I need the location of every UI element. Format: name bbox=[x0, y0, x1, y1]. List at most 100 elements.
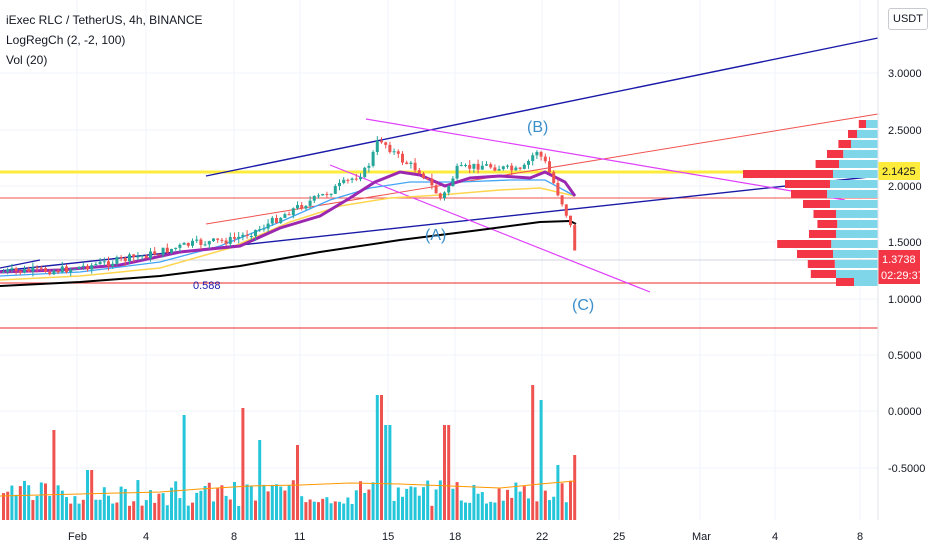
volume-bar bbox=[86, 470, 89, 520]
yellow-ma bbox=[0, 187, 576, 281]
candle bbox=[216, 238, 220, 240]
candle bbox=[296, 205, 299, 209]
volume-bar bbox=[73, 496, 77, 520]
volume-bar bbox=[149, 490, 152, 520]
symbol-title[interactable]: iExec RLC / TetherUS, 4h, BINANCE bbox=[6, 13, 203, 27]
candle bbox=[144, 255, 148, 259]
candle bbox=[65, 266, 68, 273]
currency-button[interactable]: USDT bbox=[888, 8, 928, 30]
candle bbox=[501, 166, 505, 170]
volume-bar bbox=[510, 497, 514, 520]
last-price-tag bbox=[878, 250, 920, 284]
candle bbox=[447, 186, 451, 193]
volume-bar bbox=[60, 490, 64, 520]
price-tick: 2.5000 bbox=[888, 125, 922, 137]
time-axis[interactable]: Feb 4 8 11 15 18 22 25 Mar 4 8 bbox=[68, 531, 863, 543]
volume-bar bbox=[65, 497, 68, 520]
candle bbox=[304, 205, 308, 209]
volume-bar bbox=[279, 486, 283, 520]
volume-bars[interactable] bbox=[2, 385, 577, 520]
candle bbox=[434, 185, 438, 194]
candle bbox=[417, 170, 421, 174]
volume-bar bbox=[262, 484, 266, 520]
volume-bar bbox=[14, 494, 18, 520]
time-tick: 4 bbox=[772, 531, 778, 543]
candle bbox=[380, 140, 383, 143]
volume-bar bbox=[48, 496, 52, 520]
candle bbox=[480, 165, 484, 170]
candle bbox=[375, 140, 379, 152]
candle bbox=[174, 247, 178, 249]
yellow-level-tag bbox=[878, 162, 920, 180]
profile-bar-down bbox=[777, 240, 832, 248]
candlesticks[interactable] bbox=[2, 136, 577, 277]
magenta-trend-upper[interactable] bbox=[365, 118, 846, 201]
candle bbox=[18, 270, 22, 273]
price-tick: 2.0000 bbox=[888, 181, 922, 193]
candle bbox=[153, 251, 157, 255]
volume-bar bbox=[569, 480, 572, 520]
time-tick: 18 bbox=[449, 531, 461, 543]
wave-label-a: (A) bbox=[425, 227, 446, 244]
indicator-label[interactable]: LogRegCh (2, -2, 100) bbox=[6, 33, 126, 47]
volume-bar bbox=[338, 501, 341, 520]
candle bbox=[413, 162, 417, 171]
volume-bar bbox=[27, 485, 31, 520]
price-tick: 0.0000 bbox=[888, 406, 922, 418]
candle bbox=[443, 192, 446, 199]
volume-bar bbox=[354, 490, 358, 520]
candle bbox=[317, 195, 320, 197]
candle bbox=[455, 165, 459, 179]
candle bbox=[199, 239, 203, 245]
candle bbox=[333, 186, 337, 194]
profile-bar-up bbox=[836, 270, 878, 278]
candle bbox=[396, 151, 400, 154]
volume-bar bbox=[203, 485, 207, 520]
volume-bar bbox=[317, 502, 320, 520]
volume-bar bbox=[422, 487, 425, 520]
blue-channel-lower[interactable] bbox=[0, 175, 879, 272]
volume-bar bbox=[480, 492, 484, 520]
volume-bar bbox=[485, 503, 488, 520]
volume-bar bbox=[241, 408, 245, 520]
volume-bar bbox=[258, 440, 262, 520]
profile-bar-up bbox=[833, 250, 878, 258]
candle bbox=[371, 151, 375, 166]
volume-bar bbox=[430, 505, 434, 520]
volume-bar bbox=[363, 492, 367, 520]
fib-label: 0.588 bbox=[193, 280, 221, 292]
volume-bar bbox=[329, 503, 333, 520]
price-axis[interactable]: 3.0000 2.5000 2.0000 1.5000 1.0000 0.500… bbox=[888, 68, 925, 475]
volume-bar bbox=[18, 486, 22, 520]
candle bbox=[401, 153, 404, 163]
volume-bar bbox=[501, 500, 505, 520]
price-tick: 1.0000 bbox=[888, 294, 922, 306]
volume-bar bbox=[308, 499, 312, 520]
volume-bar bbox=[245, 484, 249, 520]
candle bbox=[388, 144, 392, 153]
candle bbox=[182, 242, 186, 245]
candle bbox=[207, 241, 211, 245]
candle bbox=[111, 263, 115, 267]
volume-indicator-label[interactable]: Vol (20) bbox=[6, 53, 48, 67]
candle bbox=[35, 267, 39, 269]
currency-label: USDT bbox=[893, 13, 923, 25]
volume-bar bbox=[434, 489, 438, 520]
blue-channel-upper[interactable] bbox=[205, 37, 879, 177]
volume-bar bbox=[333, 501, 337, 520]
volume-bar bbox=[23, 480, 26, 520]
volume-ma bbox=[0, 480, 576, 497]
candle bbox=[346, 179, 350, 181]
volume-bar bbox=[254, 500, 257, 520]
volume-bar bbox=[375, 395, 379, 520]
volume-bar bbox=[31, 500, 35, 520]
candle bbox=[237, 236, 241, 239]
volume-bar bbox=[39, 482, 43, 520]
blue-channel-left[interactable] bbox=[0, 259, 41, 269]
profile-bar-up bbox=[857, 130, 878, 138]
volume-bar bbox=[405, 488, 409, 520]
volume-bar bbox=[10, 485, 14, 520]
time-tick: Feb bbox=[68, 531, 87, 543]
volume-bar bbox=[102, 487, 106, 520]
